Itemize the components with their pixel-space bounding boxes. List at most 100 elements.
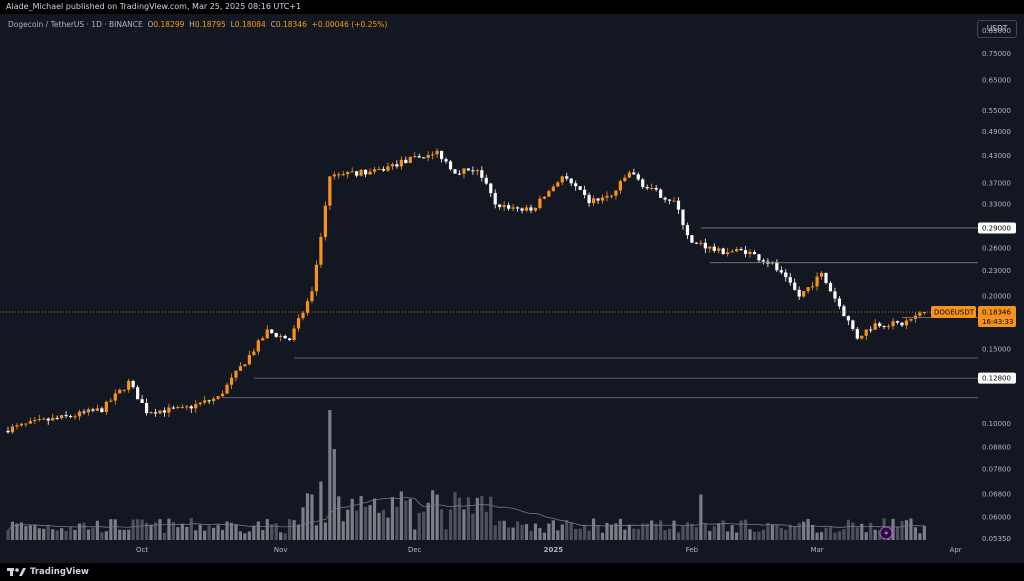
y-tick-label: 0.85000 (982, 27, 1011, 35)
candle (28, 417, 32, 425)
volume-bar (842, 529, 846, 540)
price-chart[interactable]: 0.85000 0.75000 0.65000 0.55000 0.49000 0.430… (0, 0, 1024, 563)
candle (873, 319, 877, 330)
volume-bar (636, 528, 640, 540)
candle (819, 271, 824, 280)
candle (417, 153, 421, 159)
volume-bar (176, 527, 180, 540)
volume-bar (91, 527, 95, 540)
volume-bar (493, 525, 497, 540)
candle-body (426, 154, 430, 158)
volume-bar (462, 509, 466, 540)
volume-bar (431, 490, 435, 540)
candle (815, 272, 819, 291)
candle (283, 334, 287, 339)
candle (886, 323, 891, 330)
y-tick-label: 0.43000 (982, 152, 1011, 160)
candle (909, 318, 913, 323)
volume-bar (261, 529, 265, 540)
candle-body (842, 306, 846, 317)
candle (793, 278, 797, 291)
candle (694, 242, 698, 245)
candle (842, 304, 846, 317)
volume-bar (15, 523, 19, 540)
candle (659, 188, 663, 198)
volume-bar (55, 530, 59, 540)
candle (480, 166, 484, 182)
candle-body (650, 187, 654, 189)
candle-body (524, 207, 529, 211)
candle (355, 170, 359, 178)
volume-bar (377, 512, 381, 540)
volume-bar (413, 529, 417, 540)
volume-bar (703, 523, 707, 540)
candle-body (748, 252, 752, 254)
candle (381, 166, 386, 172)
volume-bar (676, 532, 681, 540)
level-label-bg (978, 372, 1016, 384)
volume-bar (828, 527, 833, 540)
candle (583, 185, 587, 199)
volume-bar (417, 512, 421, 540)
x-tick-label: Mar (810, 546, 823, 554)
volume-bar (127, 529, 131, 540)
candle-body (247, 354, 251, 365)
candle-body (596, 198, 600, 201)
low-label: L (230, 20, 235, 29)
candle-body (453, 169, 457, 174)
volume-bar (68, 526, 73, 540)
candle (203, 396, 207, 405)
candle (109, 397, 113, 403)
volume-bar (743, 519, 748, 540)
candle (167, 403, 171, 418)
volume-bar (372, 498, 377, 540)
symbol-flag: DOGEUSDT (934, 309, 975, 317)
volume-bar (328, 410, 332, 540)
volume-bar (708, 531, 712, 540)
candle (851, 319, 855, 331)
candle-body (507, 205, 511, 209)
candle (426, 151, 430, 162)
currency-button[interactable]: USDT (977, 20, 1017, 38)
candle (466, 168, 471, 172)
volume-bar (33, 524, 37, 540)
candle-body (636, 174, 640, 180)
lightning-icon[interactable] (879, 526, 893, 540)
candle (502, 201, 506, 212)
volume-bar (797, 522, 801, 540)
volume-bar (864, 532, 868, 540)
candle-body (243, 364, 247, 367)
candle-body (82, 411, 86, 413)
candle-body (19, 423, 24, 426)
volume-bar (578, 528, 582, 540)
y-tick-label: 0.10000 (982, 420, 1011, 428)
candle-body (735, 249, 739, 252)
candle (328, 175, 332, 210)
volume-bar (659, 520, 663, 540)
volume-ma-line (7, 496, 925, 531)
candle-body (560, 176, 564, 183)
candle-body (511, 207, 515, 209)
candle (471, 166, 475, 175)
volume-bar (346, 509, 350, 540)
candle (77, 409, 82, 421)
candle-body (144, 403, 149, 414)
candle-body (578, 186, 582, 190)
candle (708, 245, 712, 253)
volume-bar (140, 519, 144, 540)
candle-body (332, 174, 336, 177)
volume-bar (623, 529, 627, 540)
candle-body (457, 173, 462, 175)
candle (60, 414, 64, 420)
candle-body (520, 208, 524, 211)
candle (42, 417, 46, 420)
candle (743, 245, 748, 258)
volume-bar (422, 511, 426, 540)
candle (435, 148, 439, 158)
candle-body (466, 168, 471, 171)
candle (314, 260, 319, 296)
volume-bar (565, 519, 569, 540)
candle (256, 338, 260, 355)
x-tick-label: Apr (950, 546, 962, 554)
